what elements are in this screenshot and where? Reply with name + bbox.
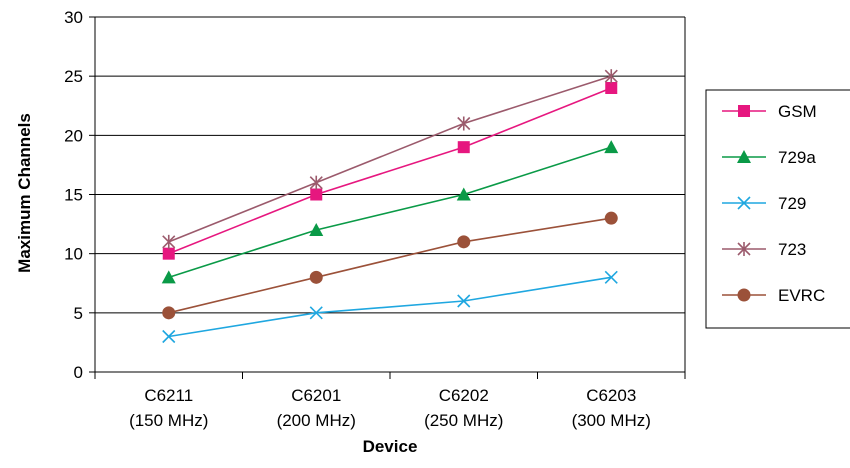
x-tick-label: C6211	[144, 386, 193, 405]
legend-label: 729a	[778, 148, 816, 167]
x-tick-label: (200 MHz)	[277, 411, 356, 430]
legend-box	[705, 89, 850, 329]
y-tick-label: 5	[74, 304, 83, 323]
data-point-729	[162, 329, 176, 344]
data-point-729a	[161, 270, 176, 284]
y-tick-label: 25	[64, 67, 83, 86]
legend-item-gsm: GSM	[722, 102, 817, 121]
legend-marker	[738, 105, 750, 117]
series-line-evrc	[168, 217, 612, 314]
legend-marker	[737, 288, 751, 302]
y-tick-label: 30	[64, 8, 83, 27]
data-point-gsm	[605, 82, 618, 94]
legend-marker	[737, 242, 751, 256]
legend-item-723: 723	[722, 240, 806, 259]
data-point-gsm	[457, 141, 470, 154]
y-tick-label: 15	[64, 186, 83, 205]
data-point-gsm	[310, 188, 323, 201]
x-tick-label: C6201	[291, 386, 341, 405]
legend-marker	[737, 150, 751, 163]
data-point-729	[309, 306, 323, 320]
legend-label: EVRC	[778, 286, 825, 305]
data-point-729	[604, 270, 618, 284]
y-tick-label: 10	[64, 245, 83, 264]
x-tick-label: (300 MHz)	[572, 411, 651, 430]
series-723	[162, 69, 618, 249]
x-tick-label: (250 MHz)	[424, 411, 503, 430]
data-point-evrc	[162, 306, 176, 320]
legend-label: 729	[778, 194, 806, 213]
data-point-gsm	[162, 247, 175, 260]
data-point-723	[604, 69, 618, 84]
data-point-evrc	[457, 235, 471, 249]
legend-item-evrc: EVRC	[722, 286, 825, 305]
legend-label: 723	[778, 240, 806, 259]
y-axis-title: Maximum Channels	[15, 113, 34, 273]
legend-label: GSM	[778, 102, 817, 121]
data-point-evrc	[604, 211, 618, 225]
x-tick-label: C6203	[586, 386, 636, 405]
series-line-723	[168, 75, 612, 243]
legend-item-729: 729	[722, 194, 806, 213]
data-point-evrc	[309, 270, 323, 284]
tick-labels: 0 5 10 15 20 25 30 C6211 (150 MHz) C6201 (200 MHz)…	[64, 8, 651, 430]
data-point-729	[457, 294, 471, 308]
series-gsm	[162, 82, 618, 260]
y-tick-label: 0	[74, 363, 83, 382]
axes	[89, 16, 686, 379]
legend-marker	[737, 196, 751, 210]
series-729	[162, 270, 618, 344]
x-tick-label: (150 MHz)	[129, 411, 208, 430]
series-group	[161, 69, 619, 344]
series-line-gsm	[168, 87, 612, 255]
data-point-723	[457, 116, 471, 131]
legend-item-729a: 729a	[722, 148, 816, 167]
series-evrc	[162, 211, 618, 320]
legend: GSM 729a 729 723 EVRC	[705, 89, 850, 329]
data-point-729a	[456, 187, 471, 201]
series-line-729	[168, 276, 612, 338]
data-point-723	[309, 175, 323, 190]
x-tick-label: C6202	[439, 386, 489, 405]
series-729a	[161, 140, 619, 284]
data-point-729a	[604, 140, 619, 154]
gridlines	[95, 16, 685, 314]
x-axis-title: Device	[363, 437, 418, 456]
series-line-729a	[168, 146, 612, 279]
data-point-729a	[309, 223, 324, 236]
y-tick-label: 20	[64, 126, 83, 145]
data-point-723	[162, 234, 176, 249]
